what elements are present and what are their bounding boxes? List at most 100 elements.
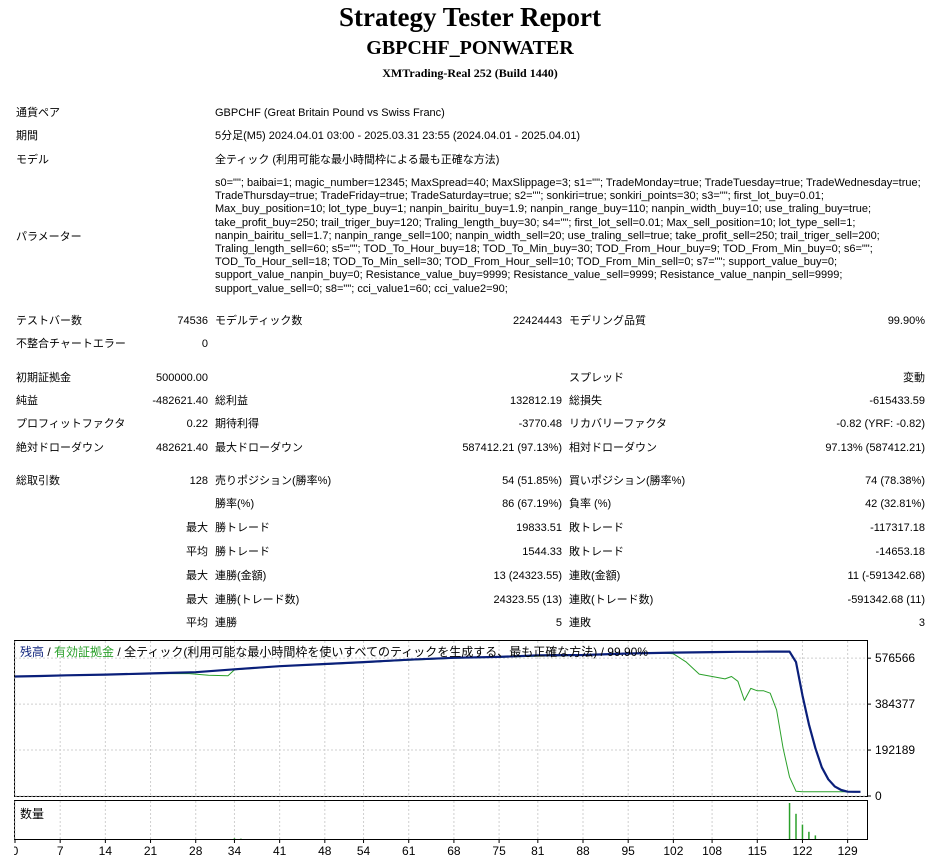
x-tick-label-6: 41 (273, 844, 287, 856)
long-label: 買いポジション(勝率%) (569, 475, 686, 487)
max-dd-label: 最大ドローダウン (215, 442, 303, 454)
stats-row-average: 平均 勝トレード 1544.33 敗トレード -14653.18 (0, 543, 940, 561)
x-tick-label-9: 61 (402, 844, 416, 856)
spread-label: スプレッド (569, 372, 624, 384)
stats-row-max-consec-count: 最大 連勝(トレード数) 24323.55 (13) 連敗(トレード数) -59… (0, 591, 940, 609)
expected-value: -3770.48 (518, 418, 562, 430)
x-tick-label-4: 28 (189, 844, 203, 856)
volume-label: 数量 (20, 807, 45, 821)
net-value: -482621.40 (152, 395, 208, 407)
recovery-label: リカバリーファクタ (569, 418, 667, 430)
max-consec-win-label: 連勝(金額) (215, 570, 267, 582)
stats-row-mismatch: 不整合チャートエラー 0 (0, 335, 940, 353)
short-label: 売りポジション(勝率%) (215, 475, 332, 487)
win-value: 86 (67.19%) (502, 498, 562, 510)
average-win-label: 勝トレード (215, 546, 270, 558)
x-tick-label-18: 122 (792, 844, 812, 856)
max-consec-profit-value: 24323.55 (13) (493, 594, 563, 606)
mismatch-label: 不整合チャートエラー (16, 338, 126, 350)
x-tick-label-15: 102 (663, 844, 683, 856)
max-consec2-word: 最大 (186, 594, 208, 606)
x-tick-label-5: 34 (228, 844, 242, 856)
max-consec-win-value: 13 (24323.55) (493, 570, 563, 582)
average-word: 平均 (186, 546, 208, 558)
avg-consec-word: 平均 (186, 617, 208, 629)
report-title: Strategy Tester Report (339, 2, 601, 32)
pair-label: 通貨ペア (16, 107, 60, 119)
stats-row-net: 純益 -482621.40 総利益 132812.19 総損失 -615433.… (0, 392, 940, 410)
spread-value: 変動 (903, 372, 925, 384)
max-consec-loss-value: 11 (-591342.68) (847, 570, 925, 582)
ticks-value: 22424443 (513, 315, 562, 327)
abs-dd-value: 482621.40 (156, 442, 208, 454)
pf-value: 0.22 (186, 418, 208, 430)
params-label: パラメーター (16, 231, 82, 243)
x-tick-label-8: 54 (357, 844, 371, 856)
stats-row-bars: テストバー数 74536 モデルティック数 22424443 モデリング品質 9… (0, 312, 940, 330)
legend-equity: 有効証拠金 (54, 645, 115, 659)
ticks-label: モデルティック数 (215, 315, 303, 327)
trades-label: 総取引数 (16, 475, 60, 487)
stats-row-deposit: 初期証拠金 500000.00 スプレッド 変動 (0, 369, 940, 387)
info-period-row: 期間 5分足(M5) 2024.04.01 03:00 - 2025.03.31… (0, 127, 940, 145)
rel-dd-value: 97.13% (587412.21) (825, 442, 925, 454)
stats-row-pf: プロフィットファクタ 0.22 期待利得 -3770.48 リカバリーファクタ … (0, 415, 940, 433)
info-pair-row: 通貨ペア GBPCHF (Great Britain Pound vs Swis… (0, 104, 940, 122)
legend-model: 全ティック(利用可能な最小時間枠を使いすべてのティックを生成する、最も正確な方法… (124, 645, 648, 659)
largest-loss-label: 敗トレード (569, 522, 624, 534)
average-loss-value: -14653.18 (875, 546, 925, 558)
x-tick-label-1: 7 (57, 844, 64, 856)
x-tick-label-7: 48 (318, 844, 332, 856)
average-win-value: 1544.33 (522, 546, 562, 558)
abs-dd-label: 絶対ドローダウン (16, 442, 104, 454)
gross-profit-value: 132812.19 (510, 395, 562, 407)
balance-line (14, 650, 861, 793)
x-tick-label-14: 95 (622, 844, 636, 856)
y-tick-label-2: 192189 (875, 743, 915, 757)
short-value: 54 (51.85%) (502, 475, 562, 487)
y-tick-label-3: 0 (875, 789, 882, 803)
max-consec-profit-label: 連勝(トレード数) (215, 594, 300, 606)
loss-value: 42 (32.81%) (865, 498, 925, 510)
avg-consec-win-value: 5 (555, 617, 562, 629)
report-symbol: GBPCHF_PONWATER (366, 37, 574, 59)
largest-loss-value: -117317.18 (870, 522, 925, 534)
net-label: 純益 (16, 395, 38, 407)
x-tick-label-3: 21 (144, 844, 158, 856)
report-server: XMTrading-Real 252 (Build 1440) (382, 66, 558, 80)
recovery-value: -0.82 (YRF: -0.82) (836, 418, 925, 430)
grid (14, 641, 867, 839)
max-consec-lossamt-value: -591342.68 (11) (847, 594, 925, 606)
y-tick-labels: 576566 384377 192189 0 (867, 651, 915, 803)
quality-value: 99.90% (887, 315, 925, 327)
trades-value: 128 (189, 475, 208, 487)
volume-plot-frame (14, 800, 868, 840)
largest-word: 最大 (186, 522, 208, 534)
volume-bars (233, 803, 817, 839)
x-tick-label-10: 68 (447, 844, 461, 856)
x-tick-labels: 0 7 14 21 28 34 41 48 54 61 68 75 81 88 95 102 108 115 122… (14, 840, 858, 856)
period-label: 期間 (16, 130, 38, 142)
largest-win-label: 勝トレード (215, 522, 270, 534)
gross-loss-value: -615433.59 (869, 395, 925, 407)
stats-row-winrate: 勝率(%) 86 (67.19%) 負率 (%) 42 (32.81%) (0, 495, 940, 513)
x-tick-label-13: 88 (576, 844, 590, 856)
x-tick-label-17: 115 (748, 844, 767, 856)
params-value: s0=""; baibai=1; magic_number=12345; Max… (215, 177, 921, 295)
expected-label: 期待利得 (215, 418, 259, 430)
stats-row-trades: 総取引数 128 売りポジション(勝率%) 54 (51.85%) 買いポジショ… (0, 472, 940, 490)
x-tick-label-2: 14 (99, 844, 113, 856)
legend-sep-1: / (44, 645, 55, 659)
y-tick-label-0: 576566 (875, 651, 915, 665)
chart-legend: 残高 / 有効証拠金 / 全ティック(利用可能な最小時間枠を使いすべてのティック… (20, 645, 648, 659)
model-label: モデル (16, 154, 49, 166)
deposit-value: 500000.00 (156, 372, 208, 384)
largest-win-value: 19833.51 (516, 522, 562, 534)
series-lines (14, 650, 861, 793)
pair-value: GBPCHF (Great Britain Pound vs Swiss Fra… (215, 107, 445, 119)
gross-loss-label: 総損失 (569, 395, 602, 407)
info-params-row: パラメーター (0, 228, 940, 246)
avg-consec-win-label: 連勝 (215, 617, 237, 629)
model-value: 全ティック (利用可能な最小時間枠による最も正確な方法) (215, 154, 500, 166)
avg-consec-loss-value: 3 (918, 617, 925, 629)
